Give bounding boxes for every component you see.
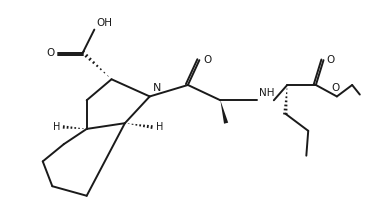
Text: O: O [203,55,211,65]
Text: O: O [326,55,335,65]
Text: H: H [52,122,60,132]
Text: N: N [153,83,161,93]
Text: O: O [46,47,54,57]
Text: NH: NH [259,88,274,98]
Text: O: O [332,83,340,93]
Polygon shape [220,100,228,124]
Text: OH: OH [96,18,112,28]
Text: H: H [156,122,164,132]
